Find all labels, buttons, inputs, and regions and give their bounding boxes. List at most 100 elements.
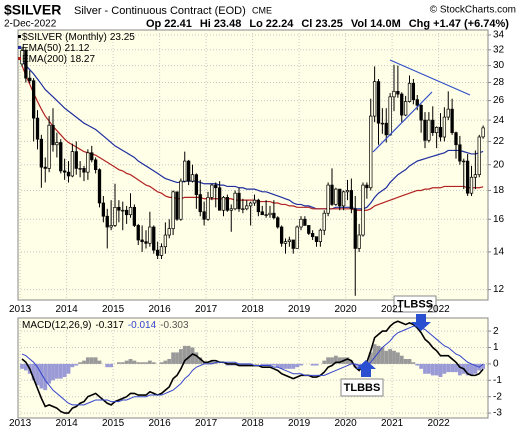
- candle-body: [241, 208, 245, 210]
- candle-body: [403, 101, 408, 116]
- x-tick-label: 2020: [334, 304, 357, 315]
- histogram-bar: [264, 363, 269, 366]
- candle-body: [198, 194, 202, 213]
- histogram-bar: [190, 347, 195, 364]
- histogram-bar: [206, 362, 210, 364]
- candle-body: [144, 241, 148, 244]
- histogram-bar: [54, 363, 59, 379]
- histogram-bar: [469, 363, 474, 376]
- candle-body: [326, 184, 330, 214]
- quote-part: Cl: [301, 18, 312, 30]
- ema-line: [21, 65, 484, 211]
- candle-body: [183, 160, 187, 182]
- histogram-bar: [275, 363, 280, 368]
- candle-body: [113, 206, 117, 226]
- y-tick-label: 1: [493, 342, 499, 353]
- candle-body: [345, 190, 350, 193]
- histogram-bar: [244, 363, 249, 366]
- candle-body: [295, 226, 299, 249]
- histogram-bar: [74, 363, 79, 366]
- candle-body: [93, 159, 98, 170]
- histogram-bar: [434, 363, 439, 376]
- candle-body: [310, 233, 315, 238]
- quote-part: Lo: [249, 18, 263, 30]
- histogram-bar: [35, 363, 40, 386]
- legend-swatch: [18, 46, 21, 49]
- candle-body: [148, 226, 152, 244]
- histogram-bar: [299, 363, 303, 366]
- quote-part: Vol: [351, 18, 367, 30]
- y-tick-label: 32: [493, 44, 505, 55]
- histogram-bar: [310, 363, 315, 366]
- candle-body: [59, 142, 63, 172]
- legend-text: -0.303: [160, 320, 189, 331]
- candle-body: [458, 144, 462, 162]
- histogram-bar: [132, 360, 137, 364]
- x-tick-label: 2020: [334, 418, 357, 429]
- histogram-bar: [47, 363, 52, 384]
- quote-part: Chg: [409, 18, 430, 30]
- candle-body: [74, 151, 78, 169]
- candle-body: [121, 209, 125, 212]
- quote-part: 22.24: [266, 18, 294, 30]
- histogram-bar: [128, 358, 133, 364]
- candle-body: [330, 184, 334, 205]
- histogram-bar: [403, 358, 408, 364]
- histogram-bar: [353, 363, 358, 368]
- annotation: TLBSS: [397, 298, 433, 310]
- candle-body: [217, 187, 222, 211]
- y-tick-label: 30: [493, 60, 505, 71]
- histogram-bar: [399, 355, 404, 364]
- histogram-bar: [457, 363, 462, 376]
- histogram-bar: [51, 363, 55, 381]
- histogram-bar: [326, 357, 331, 364]
- symbol: $SILVER: [4, 2, 61, 18]
- candle-body: [51, 124, 55, 146]
- histogram-bar: [120, 362, 125, 364]
- candle-body: [365, 184, 369, 189]
- candle-body: [438, 127, 443, 138]
- y-tick-label: 34: [493, 30, 505, 41]
- candle-body: [334, 188, 338, 205]
- candle-body: [434, 127, 439, 134]
- candle-body: [128, 206, 133, 216]
- candle-body: [229, 208, 233, 211]
- candle-body: [256, 199, 261, 213]
- candle-body: [283, 241, 288, 244]
- candle-body: [415, 99, 419, 106]
- candle-body: [462, 160, 466, 163]
- trendline: [372, 91, 433, 153]
- histogram-bar: [147, 360, 152, 364]
- legend-text: -0.014: [128, 320, 157, 331]
- quote-part: Hi: [200, 18, 211, 30]
- candle-body: [392, 90, 396, 98]
- candle-body: [427, 119, 431, 141]
- exchange: CME: [252, 5, 272, 15]
- candle-body: [314, 236, 319, 242]
- candle-body: [171, 191, 175, 229]
- histogram-bar: [43, 363, 48, 391]
- candle-body: [66, 171, 71, 177]
- histogram-bar: [78, 362, 83, 364]
- x-tick-label: 2013: [9, 304, 32, 315]
- histogram-bar: [23, 363, 28, 371]
- histogram-bar: [202, 362, 207, 364]
- candle-body: [268, 212, 272, 216]
- candle-body: [279, 226, 284, 244]
- y-tick-label: -3: [493, 408, 502, 419]
- histogram-bar: [109, 363, 114, 368]
- candle-body: [303, 218, 307, 226]
- candle-body: [272, 212, 276, 219]
- y-tick-label: -1: [493, 375, 502, 386]
- histogram-bar: [31, 363, 36, 381]
- candle-body: [357, 234, 361, 249]
- candle-body: [136, 225, 140, 241]
- histogram-bar: [481, 363, 486, 369]
- candle-body: [431, 119, 435, 134]
- candle-body: [237, 192, 241, 210]
- histogram-bar: [411, 362, 416, 364]
- histogram-bar: [322, 360, 327, 364]
- candle-body: [338, 188, 342, 207]
- quote-part: 23.25: [315, 18, 343, 30]
